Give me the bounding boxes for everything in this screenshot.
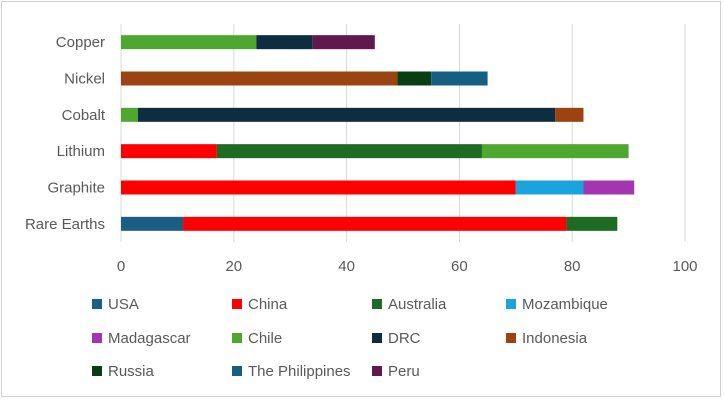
category-labels: Copper Nickel Cobalt Lithium Graphite Rare Ea… — [25, 34, 106, 233]
legend-label: Mozambique — [522, 296, 608, 313]
legend-label: Indonesia — [522, 330, 588, 347]
legend-swatch — [506, 333, 516, 343]
legend-label: The Philippines — [248, 363, 351, 380]
legend-label: Peru — [388, 363, 420, 380]
legend-label: China — [248, 296, 288, 313]
legend-swatch — [372, 366, 382, 376]
legend-swatch — [92, 299, 102, 309]
category-label-lithium: Lithium — [57, 143, 105, 160]
legend-label: USA — [108, 296, 139, 313]
x-tick-label: 100 — [672, 258, 697, 275]
legend-swatch — [232, 366, 242, 376]
legend-label: Madagascar — [108, 330, 191, 347]
legend-swatch — [372, 333, 382, 343]
legend-swatch — [372, 299, 382, 309]
x-tick-label: 20 — [225, 258, 242, 275]
legend-swatch — [232, 299, 242, 309]
bar-nickel-russia — [397, 71, 432, 86]
legend-item-chile: Chile — [232, 330, 282, 347]
bar-nickel-the-philippines — [431, 71, 488, 86]
legend-item-drc: DRC — [372, 330, 421, 347]
legend-item-usa: USA — [92, 296, 139, 313]
legend-swatch — [92, 366, 102, 376]
bar-rare-earths-australia — [566, 216, 618, 231]
category-label-copper: Copper — [56, 34, 105, 51]
bar-lithium-china — [121, 144, 217, 159]
bar-rare-earths-china — [183, 216, 567, 231]
bar-nickel-indonesia — [121, 71, 398, 86]
bar-cobalt-chile — [121, 107, 138, 122]
gridlines — [120, 24, 686, 242]
legend-label: Russia — [108, 363, 155, 380]
bar-lithium-chile — [481, 144, 629, 159]
legend: USA China Australia Mozambique Madagascar Chi… — [92, 296, 608, 380]
legend-item-australia: Australia — [372, 296, 447, 313]
x-tick-label: 60 — [451, 258, 468, 275]
bars — [121, 35, 635, 231]
x-tick-label: 80 — [564, 258, 581, 275]
x-tick-label: 0 — [117, 258, 125, 275]
bar-copper-peru — [312, 35, 375, 50]
legend-swatch — [92, 333, 102, 343]
legend-item-china: China — [232, 296, 288, 313]
stacked-bar-chart: Copper Nickel Cobalt Lithium Graphite Rare Ea… — [25, 24, 698, 380]
bar-lithium-australia — [216, 144, 482, 159]
x-tick-labels: 0 20 40 60 80 100 — [117, 258, 698, 275]
legend-item-madagascar: Madagascar — [92, 330, 191, 347]
legend-item-indonesia: Indonesia — [506, 330, 588, 347]
legend-item-peru: Peru — [372, 363, 420, 380]
legend-item-mozambique: Mozambique — [506, 296, 608, 313]
legend-label: Australia — [388, 296, 447, 313]
legend-item-the-philippines: The Philippines — [232, 363, 351, 380]
category-label-graphite: Graphite — [47, 180, 105, 197]
bar-rare-earths-usa — [121, 216, 184, 231]
category-label-rare-earths: Rare Earths — [25, 216, 105, 233]
legend-label: Chile — [248, 330, 282, 347]
bar-graphite-mozambique — [515, 180, 584, 195]
legend-swatch — [506, 299, 516, 309]
bar-cobalt-drc — [137, 107, 556, 122]
legend-item-russia: Russia — [92, 363, 155, 380]
category-label-cobalt: Cobalt — [62, 107, 106, 124]
legend-label: DRC — [388, 330, 421, 347]
legend-swatch — [232, 333, 242, 343]
bar-copper-chile — [121, 35, 257, 50]
category-label-nickel: Nickel — [64, 71, 105, 88]
bar-graphite-china — [121, 180, 516, 195]
bar-cobalt-indonesia — [555, 107, 584, 122]
x-tick-label: 40 — [338, 258, 355, 275]
bar-graphite-madagascar — [583, 180, 635, 195]
bar-copper-drc — [256, 35, 313, 50]
